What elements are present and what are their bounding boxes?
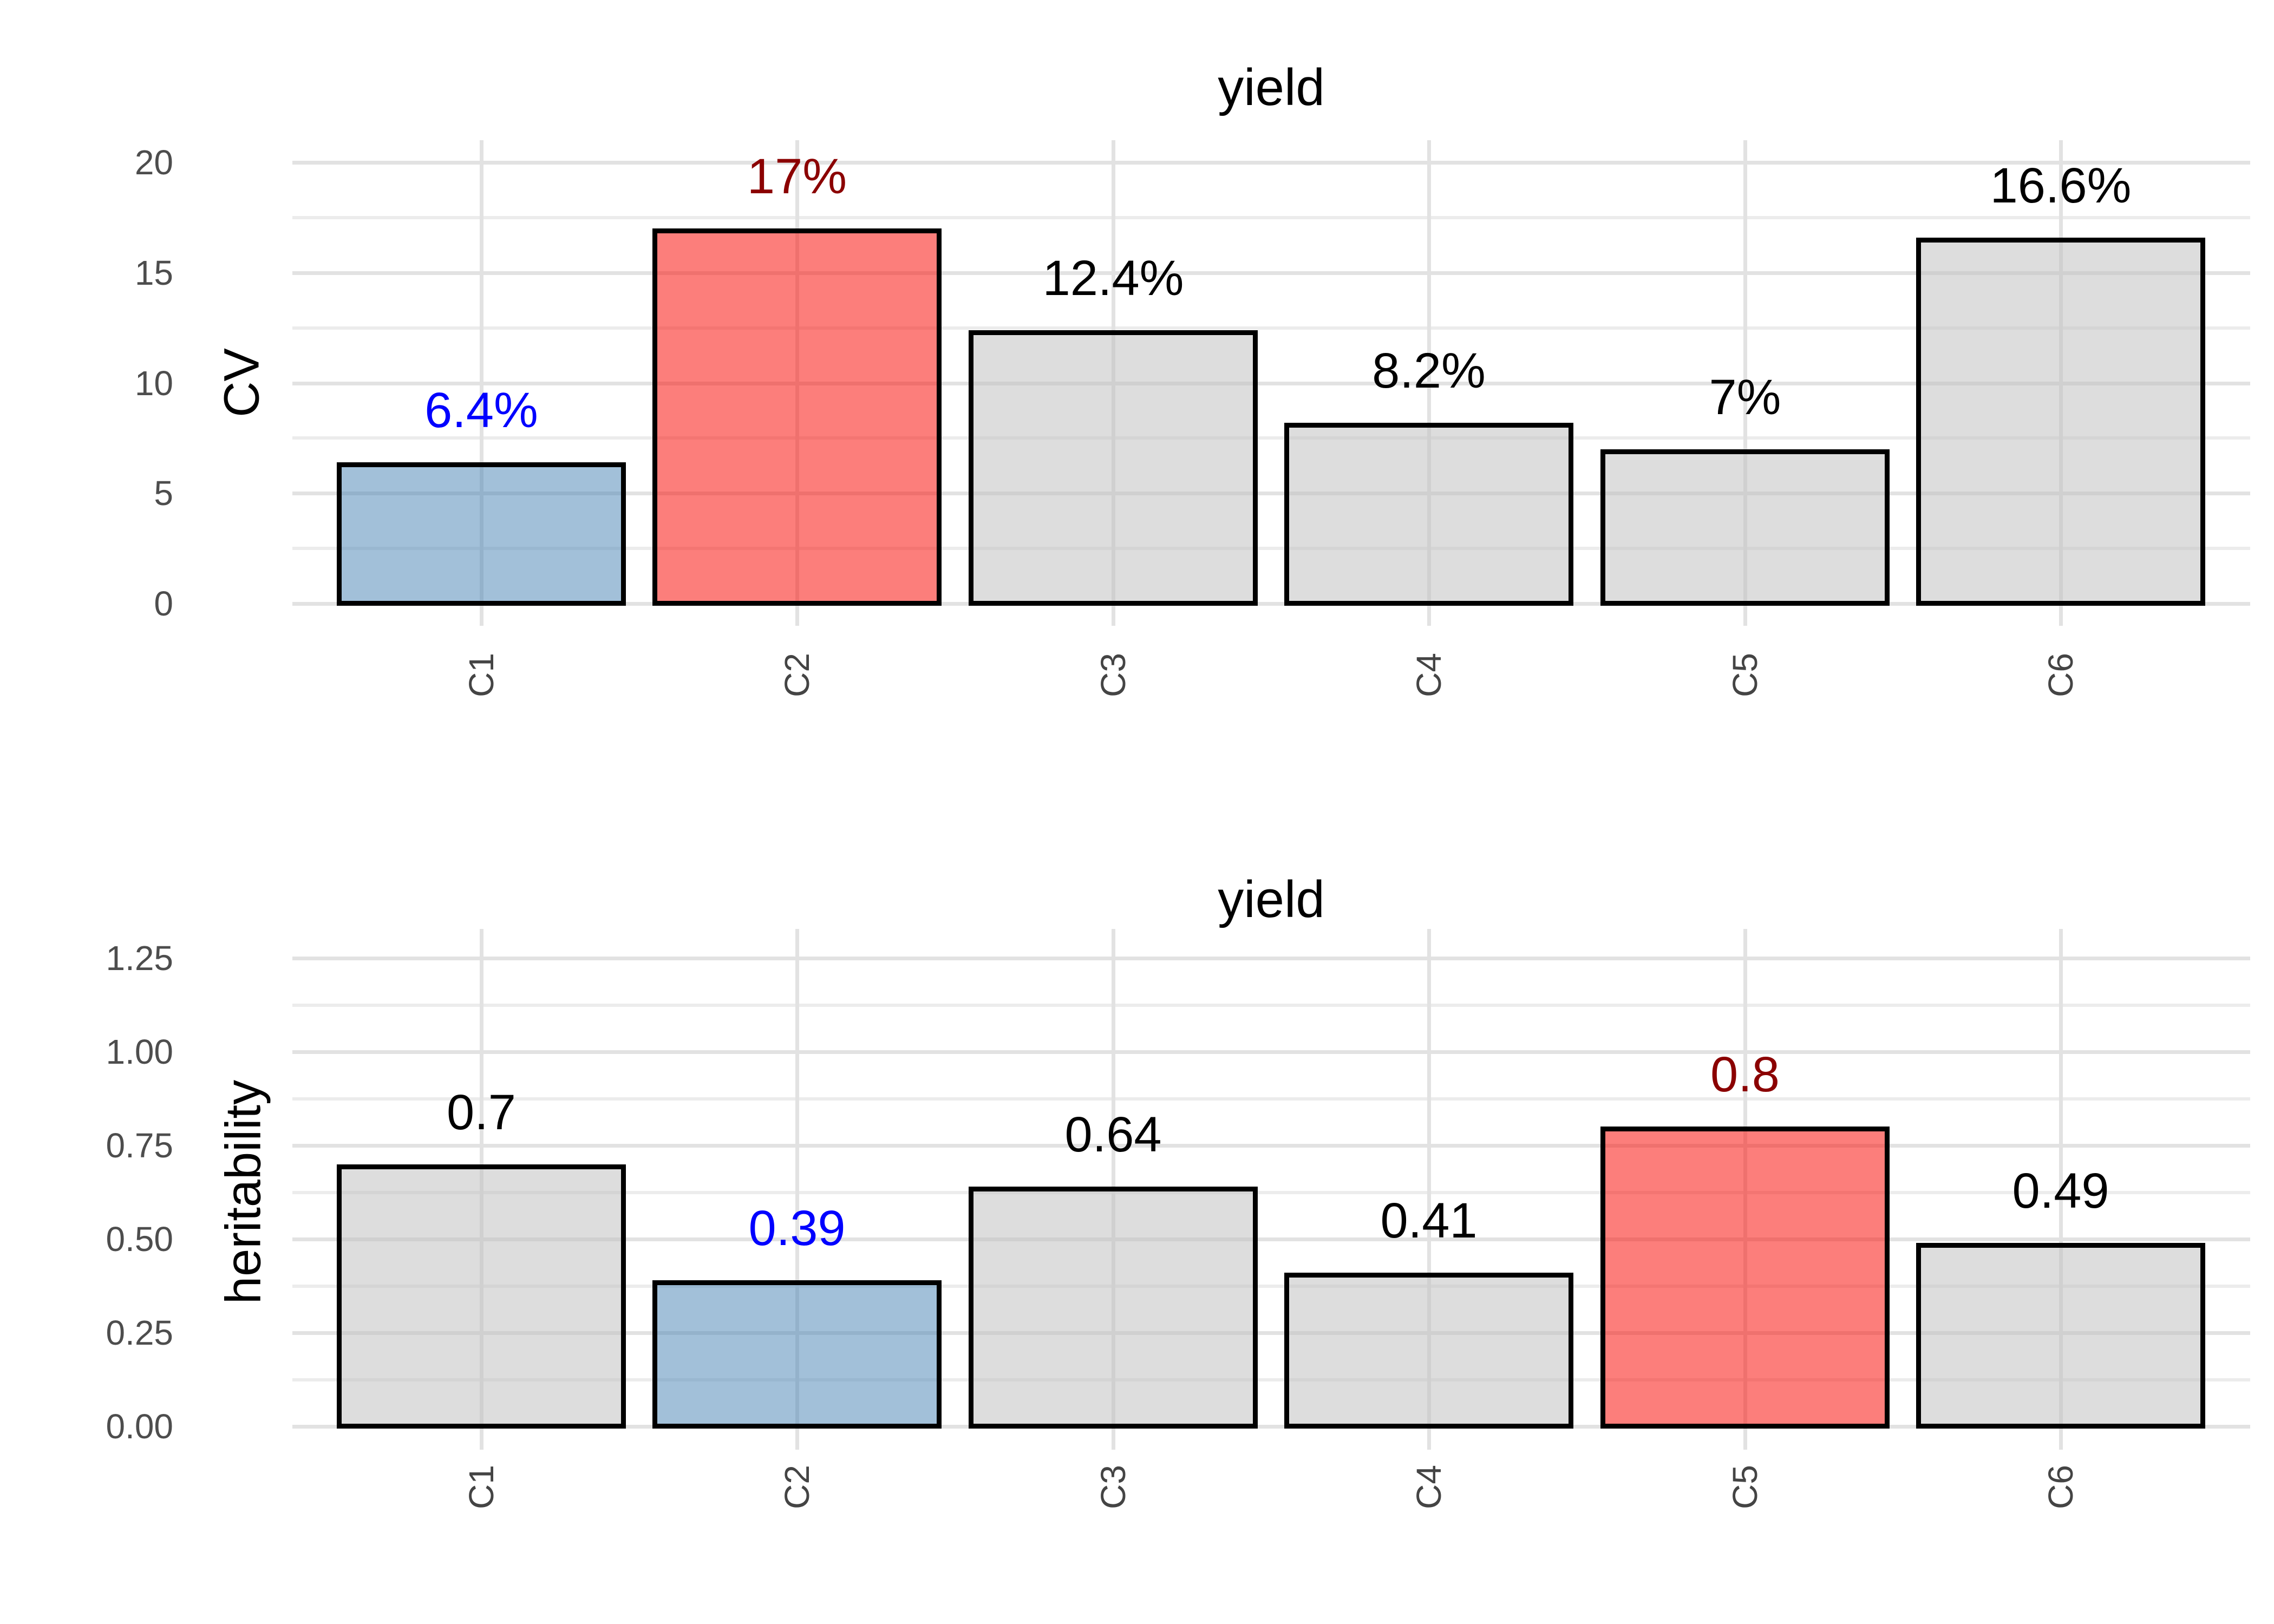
grid-minor-h — [292, 1284, 2250, 1288]
grid-major-h — [292, 271, 2250, 275]
grid-major-v — [480, 140, 483, 626]
bar — [969, 330, 1258, 606]
y-tick-label: 0.00 — [106, 1407, 173, 1446]
x-tick-label: C2 — [777, 1465, 816, 1509]
grid-major-v — [2059, 929, 2063, 1450]
grid-minor-h — [292, 547, 2250, 551]
grid-minor-h — [292, 215, 2250, 219]
grid-minor-h — [292, 1097, 2250, 1101]
grid-major-h — [292, 957, 2250, 960]
x-tick-label: C5 — [1726, 1465, 1765, 1509]
grid-major-h — [292, 1331, 2250, 1335]
bar-value-label: 0.39 — [748, 1201, 846, 1256]
bar-value-label: 16.6% — [1990, 158, 2132, 213]
grid-minor-h — [292, 1378, 2250, 1381]
bar-value-label: 8.2% — [1372, 343, 1486, 398]
bar-value-label: 7% — [1709, 369, 1781, 425]
y-tick-label: 1.25 — [106, 939, 173, 978]
grid-minor-h — [292, 326, 2250, 330]
grid-major-v — [1427, 140, 1431, 626]
bar-value-label: 12.4% — [1042, 250, 1184, 306]
grid-major-h — [292, 602, 2250, 606]
grid-major-h — [292, 1050, 2250, 1054]
x-tick-label: C1 — [462, 653, 501, 697]
grid-major-v — [1427, 929, 1431, 1450]
grid-major-h — [292, 1144, 2250, 1148]
bar-value-label: 0.8 — [1710, 1047, 1780, 1103]
bar-value-label: 0.49 — [2012, 1163, 2109, 1219]
grid-major-v — [795, 929, 799, 1450]
bar — [1284, 422, 1573, 606]
grid-minor-h — [292, 436, 2250, 440]
bar — [1916, 1242, 2205, 1429]
bar — [1600, 449, 1890, 606]
bar — [652, 1280, 942, 1429]
x-tick-label: C4 — [1409, 1465, 1448, 1509]
bar-value-label: 0.64 — [1064, 1107, 1162, 1163]
grid-major-h — [292, 1425, 2250, 1429]
bar — [337, 1164, 626, 1429]
bar — [1600, 1127, 1890, 1429]
y-tick-label: 15 — [134, 253, 173, 292]
bar — [1284, 1273, 1573, 1429]
y-tick-label: 5 — [154, 474, 173, 513]
y-tick-label: 20 — [134, 143, 173, 182]
grid-minor-h — [292, 1003, 2250, 1007]
grid-major-h — [292, 381, 2250, 385]
y-tick-label: 0.75 — [106, 1126, 173, 1165]
bar-value-label: 6.4% — [424, 383, 538, 438]
x-tick-label: C1 — [462, 1465, 501, 1509]
x-tick-label: C5 — [1726, 653, 1765, 697]
x-tick-label: C3 — [1094, 653, 1133, 697]
bar — [337, 462, 626, 606]
y-axis-title: CV — [214, 348, 270, 417]
bar-value-label: 0.7 — [447, 1084, 516, 1140]
bar-value-label: 0.41 — [1380, 1193, 1478, 1249]
bar — [969, 1187, 1258, 1429]
y-tick-label: 1.00 — [106, 1032, 173, 1071]
grid-major-h — [292, 161, 2250, 165]
x-tick-label: C6 — [2041, 653, 2080, 697]
y-axis-title: heritability — [215, 1079, 271, 1305]
x-tick-label: C3 — [1094, 1465, 1133, 1509]
x-tick-label: C2 — [777, 653, 816, 697]
grid-minor-h — [292, 1190, 2250, 1194]
grid-major-h — [292, 492, 2250, 496]
x-tick-label: C4 — [1409, 653, 1448, 697]
bar-value-label: 17% — [747, 149, 847, 205]
y-tick-label: 0.25 — [106, 1313, 173, 1352]
grid-major-h — [292, 1237, 2250, 1241]
chart-title: yield — [1218, 58, 1325, 116]
y-tick-label: 10 — [134, 363, 173, 403]
chart-title: yield — [1218, 870, 1325, 928]
x-tick-label: C6 — [2041, 1465, 2080, 1509]
bar — [652, 228, 942, 606]
y-tick-label: 0.50 — [106, 1220, 173, 1259]
bar — [1916, 237, 2205, 606]
grid-major-v — [1743, 140, 1747, 626]
y-tick-label: 0 — [154, 584, 173, 623]
